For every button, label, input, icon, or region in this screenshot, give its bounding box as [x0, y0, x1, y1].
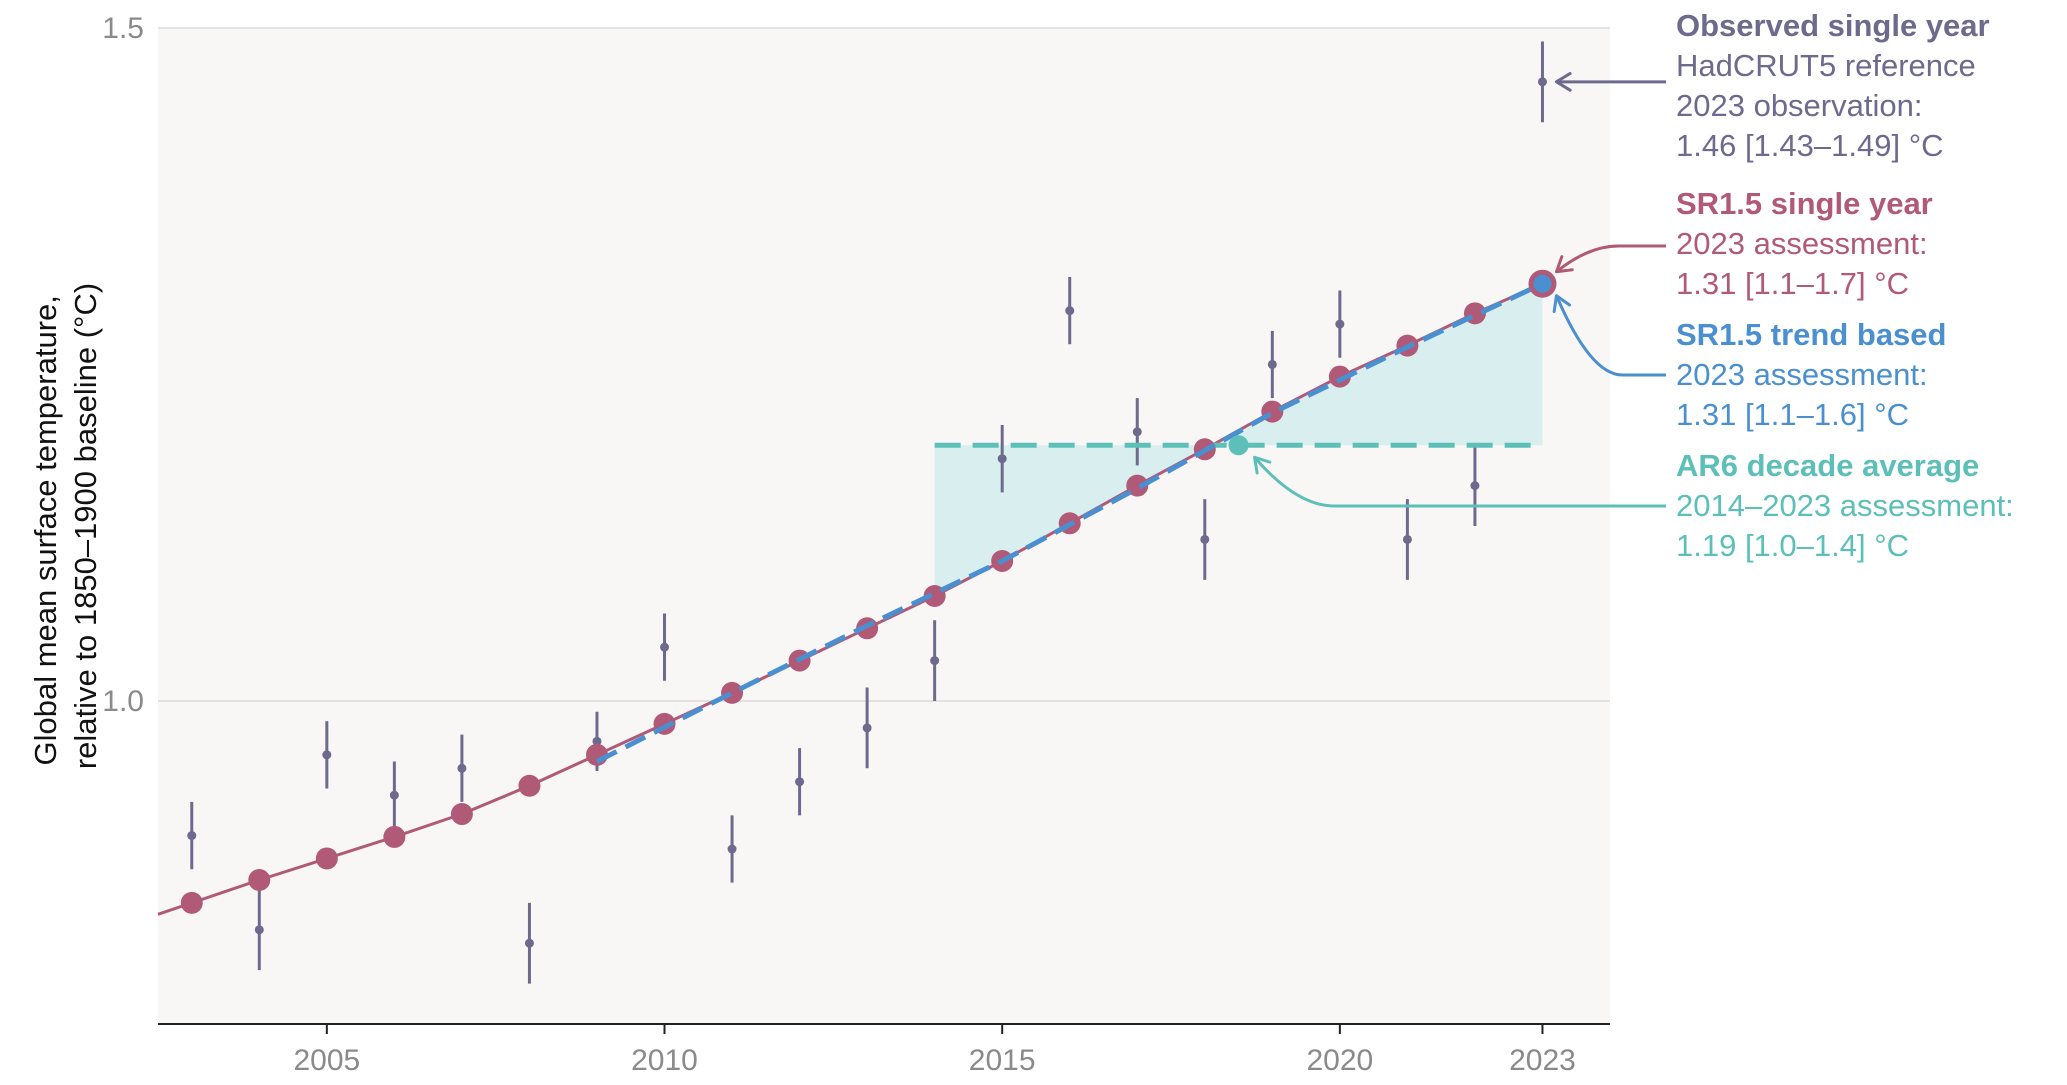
- annotation-title-observed: Observed single year: [1676, 8, 1990, 43]
- observed-point-2023: [1537, 77, 1547, 87]
- observed-point-2003: [187, 831, 197, 841]
- x-tick-label-3: 2020: [1306, 1044, 1373, 1077]
- annotation-sr15_single: SR1.5 single year 2023 assessment: 1.31 [1…: [1676, 186, 1933, 301]
- annotation-line-sr15_trend-0: 2023 assessment:: [1676, 357, 1928, 392]
- x-tick-label-4: 2023: [1509, 1044, 1576, 1077]
- annotation-line-sr15_trend-1: 1.31 [1.1–1.6] °C: [1676, 397, 1909, 432]
- sr15-single-year-marker-2008: [518, 774, 541, 797]
- sr15-trend-line: [595, 281, 1544, 764]
- annotation-arrowhead-observed: [1554, 71, 1572, 92]
- series-layer: [157, 41, 1557, 984]
- annotation-line-ar6-1: 1.19 [1.0–1.4] °C: [1676, 528, 1909, 563]
- observed-point-2017: [1132, 427, 1142, 437]
- axes: 1.0 1.5 2005 2010 2015 2020 2023: [102, 12, 1610, 1077]
- sr15-single-year-marker-2009: [585, 743, 608, 766]
- x-tick-label-2: 2015: [969, 1044, 1036, 1077]
- observed-point-2006: [389, 790, 399, 800]
- annotation-arrow-ar6: [1253, 456, 1666, 508]
- y-axis-label: Global mean surface temperature, relativ…: [28, 283, 103, 769]
- observed-point-2018: [1200, 534, 1210, 544]
- sr15-single-year-marker-2014: [923, 584, 946, 607]
- annotations: Observed single year HadCRUT5 reference 20…: [1253, 8, 2014, 563]
- annotation-line-sr15_single-1: 1.31 [1.1–1.7] °C: [1676, 266, 1909, 301]
- observed-point-2014: [930, 656, 940, 666]
- ar6-crossing-marker: [1228, 435, 1249, 456]
- observed-point-2022: [1470, 481, 1480, 491]
- annotation-title-ar6: AR6 decade average: [1676, 448, 1979, 483]
- observed-point-2010: [660, 642, 670, 652]
- observed-point-2021: [1402, 534, 1412, 544]
- sr15-single-year-marker-2020: [1328, 365, 1351, 388]
- x-tick-label-0: 2005: [293, 1044, 360, 1077]
- sr15-single-year-marker-2004: [248, 868, 271, 891]
- observed-point-2013: [862, 723, 872, 733]
- y-tick-label-0: 1.0: [102, 685, 144, 718]
- annotation-arrow-sr15-trend: [1555, 295, 1666, 377]
- annotation-arrow-sr15-single: [1555, 244, 1666, 273]
- observed-point-2019: [1267, 359, 1277, 369]
- plot-background: [158, 28, 1610, 1024]
- annotation-line-observed-2: 1.46 [1.43–1.49] °C: [1676, 128, 1943, 163]
- observed-point-2008: [524, 938, 534, 948]
- sr15-single-year-marker-2017: [1126, 474, 1149, 497]
- annotation-title-sr15_trend: SR1.5 trend based: [1676, 317, 1946, 352]
- annotation-ar6: AR6 decade average 2014–2023 assessment: 1…: [1676, 448, 2014, 563]
- annotation-arrowhead-sr15-single: [1554, 255, 1574, 274]
- observed-point-2012: [795, 777, 805, 787]
- observed-point-2016: [1065, 306, 1075, 316]
- sr15-single-year-marker-2011: [721, 681, 744, 704]
- observed-point-2007: [457, 763, 467, 773]
- annotation-line-observed-1: 2023 observation:: [1676, 88, 1922, 123]
- annotation-line-observed-0: HadCRUT5 reference: [1676, 48, 1976, 83]
- annotation-sr15_trend: SR1.5 trend based 2023 assessment: 1.31 [1…: [1676, 317, 1946, 432]
- sr15-single-year-marker-2007: [450, 803, 473, 826]
- annotation-line-ar6-0: 2014–2023 assessment:: [1676, 488, 2014, 523]
- y-axis-label-line-1: Global mean surface temperature,: [28, 295, 63, 765]
- observed-point-2004: [254, 925, 264, 935]
- annotation-title-sr15_single: SR1.5 single year: [1676, 186, 1933, 221]
- sr15-single-year-marker-2003: [180, 891, 203, 914]
- y-axis-label-line-2: relative to 1850–1900 baseline (°C): [68, 283, 103, 769]
- sr15-single-year-marker-2005: [315, 847, 338, 870]
- x-tick-label-1: 2010: [631, 1044, 698, 1077]
- annotation-arrowhead-ar6: [1253, 455, 1272, 475]
- y-tick-label-1: 1.5: [102, 12, 144, 45]
- observed-point-2009: [592, 736, 602, 746]
- annotation-line-sr15_single-0: 2023 assessment:: [1676, 226, 1928, 261]
- observed-point-2011: [727, 844, 737, 854]
- annotation-arrowhead-sr15-trend: [1552, 294, 1572, 314]
- observed-point-2020: [1335, 319, 1345, 329]
- gridlines: [158, 27, 1610, 702]
- observed-point-2015: [997, 454, 1007, 464]
- sr15-single-year-marker-2006: [383, 825, 406, 848]
- sr15-trend-marker-end: [1533, 274, 1552, 293]
- observed-point-2005: [322, 750, 332, 760]
- annotation-observed: Observed single year HadCRUT5 reference 20…: [1676, 8, 1990, 163]
